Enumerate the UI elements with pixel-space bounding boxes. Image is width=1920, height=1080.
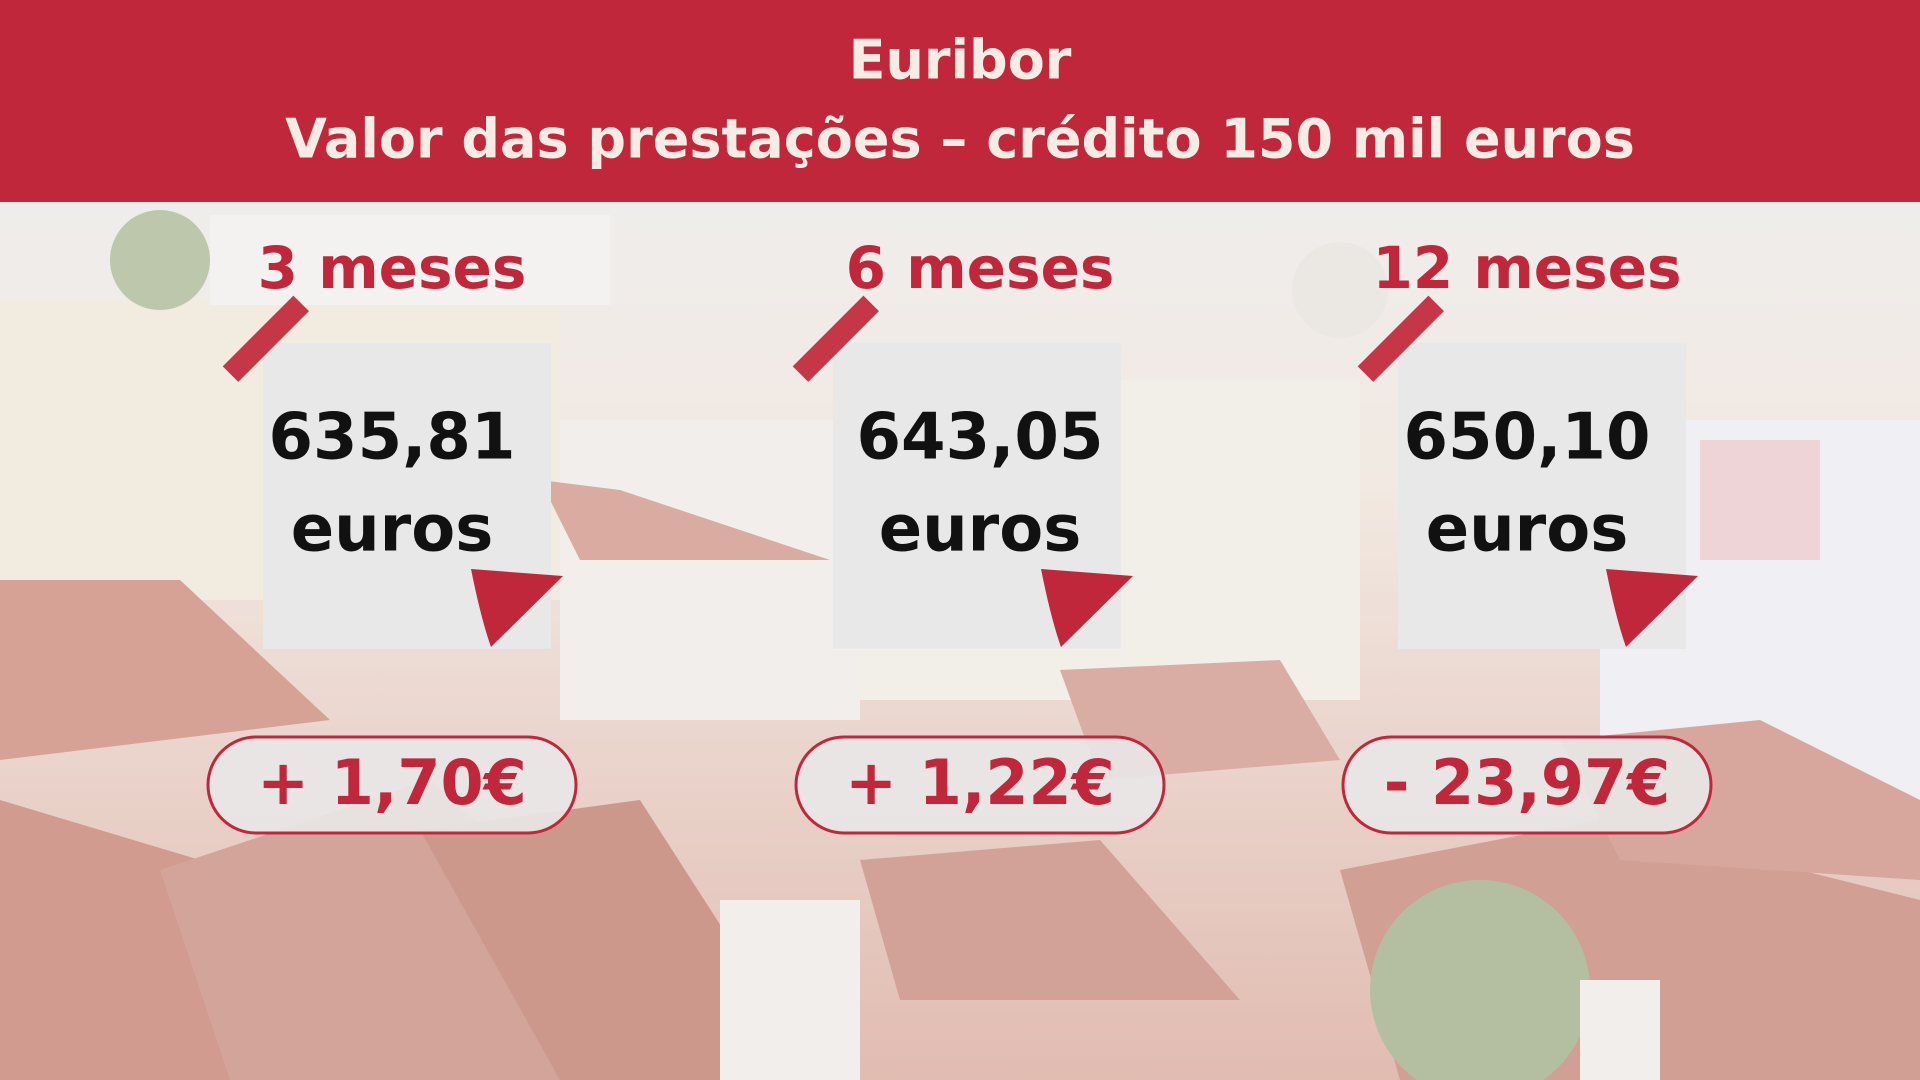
period-label: 12 meses [1372,234,1681,302]
change-label: - 23,97€ [1384,746,1671,819]
card: 12 meses 650,10 euros - 23,97€ [1341,234,1713,835]
period-label: 3 meses [258,234,527,302]
amount: 635,81 [269,401,516,475]
card: 6 meses 643,05 euros + 1,22€ [792,234,1166,835]
tape [222,295,309,382]
cards: 3 meses 635,81 euros + 1,70€ 6 meses 643,05 eu… [206,234,1713,835]
change-pill [1341,735,1713,835]
amount: 650,10 [1404,401,1651,475]
amount-unit: euros [879,493,1082,567]
tape [792,295,879,382]
folded-corner [1041,569,1133,647]
amount: 643,05 [857,401,1104,475]
header-band [0,0,1920,202]
change-label: + 1,22€ [845,746,1115,819]
card: 3 meses 635,81 euros + 1,70€ [206,234,578,835]
amount-unit: euros [1426,493,1629,567]
change-pill [206,735,578,835]
folded-corner [1606,569,1698,647]
change-pill [794,735,1166,835]
folded-corner [471,569,563,647]
title: Euribor [849,29,1072,92]
amount-unit: euros [291,493,494,567]
change-label: + 1,70€ [257,746,527,819]
tape [1357,295,1444,382]
period-label: 6 meses [846,234,1115,302]
subtitle: Valor das prestações – crédito 150 mil e… [285,108,1635,171]
